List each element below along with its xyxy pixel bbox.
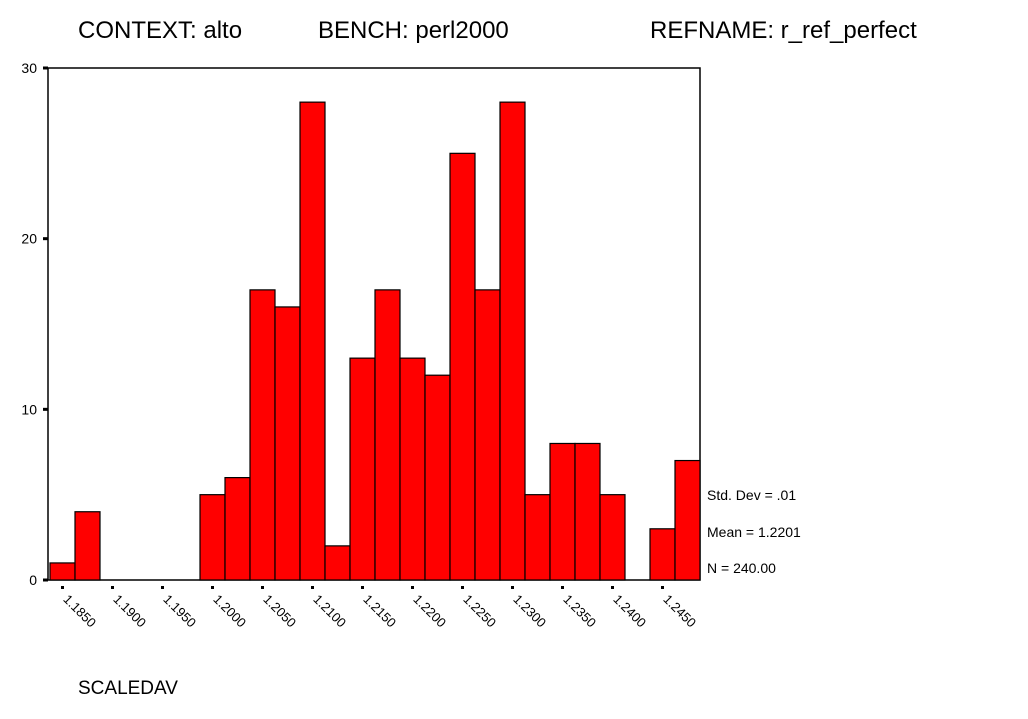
bar <box>549 442 576 581</box>
bar <box>349 357 376 581</box>
y-tick-label: 30 <box>21 60 37 76</box>
x-tick-label: 1.1850 <box>60 592 99 631</box>
bar <box>224 477 251 581</box>
y-tick-label: 20 <box>21 231 37 247</box>
x-tick <box>261 586 264 589</box>
x-tick <box>511 586 514 589</box>
bar <box>399 357 426 581</box>
bar <box>299 101 326 581</box>
y-tick-label: 10 <box>21 401 37 417</box>
bar <box>374 289 401 581</box>
bar <box>424 374 451 581</box>
x-tick-label: 1.2350 <box>560 592 599 631</box>
bar <box>474 289 501 581</box>
x-tick <box>561 586 564 589</box>
bar <box>199 494 226 581</box>
x-tick <box>611 586 614 589</box>
title-bench: BENCH: perl2000 <box>318 17 509 44</box>
x-tick-label: 1.2050 <box>260 592 299 631</box>
x-tick-label: 1.2200 <box>410 592 449 631</box>
x-tick <box>461 586 464 589</box>
x-tick-label: 1.2300 <box>510 592 549 631</box>
bar <box>324 545 351 581</box>
x-axis-label: SCALEDAV <box>78 678 178 699</box>
bar <box>674 459 701 581</box>
y-tick-label: 0 <box>29 572 37 588</box>
x-tick <box>61 586 64 589</box>
bar <box>649 528 676 581</box>
bar <box>449 152 476 581</box>
x-tick-label: 1.2400 <box>610 592 649 631</box>
x-tick <box>661 586 664 589</box>
x-tick-label: 1.2000 <box>210 592 249 631</box>
bar <box>574 442 601 581</box>
x-tick-label: 1.2250 <box>460 592 499 631</box>
bar <box>599 494 626 581</box>
stat-n: N = 240.00 <box>707 560 776 576</box>
bar <box>49 562 76 581</box>
x-tick <box>111 586 114 589</box>
stat-std: Std. Dev = .01 <box>707 487 796 503</box>
stat-mean: Mean = 1.2201 <box>707 524 801 540</box>
x-tick <box>161 586 164 589</box>
x-tick <box>311 586 314 589</box>
x-tick-label: 1.2150 <box>360 592 399 631</box>
x-tick-label: 1.2450 <box>660 592 699 631</box>
x-tick <box>411 586 414 589</box>
bar <box>524 494 551 581</box>
x-tick-label: 1.1950 <box>160 592 199 631</box>
bar <box>74 511 101 581</box>
x-tick <box>211 586 214 589</box>
bar <box>274 306 301 581</box>
x-tick-label: 1.2100 <box>310 592 349 631</box>
x-tick <box>361 586 364 589</box>
title-context: CONTEXT: alto <box>78 17 242 44</box>
x-tick-label: 1.1900 <box>110 592 149 631</box>
bar <box>249 289 276 581</box>
title-refname: REFNAME: r_ref_perfect <box>650 17 917 44</box>
bar <box>499 101 526 581</box>
